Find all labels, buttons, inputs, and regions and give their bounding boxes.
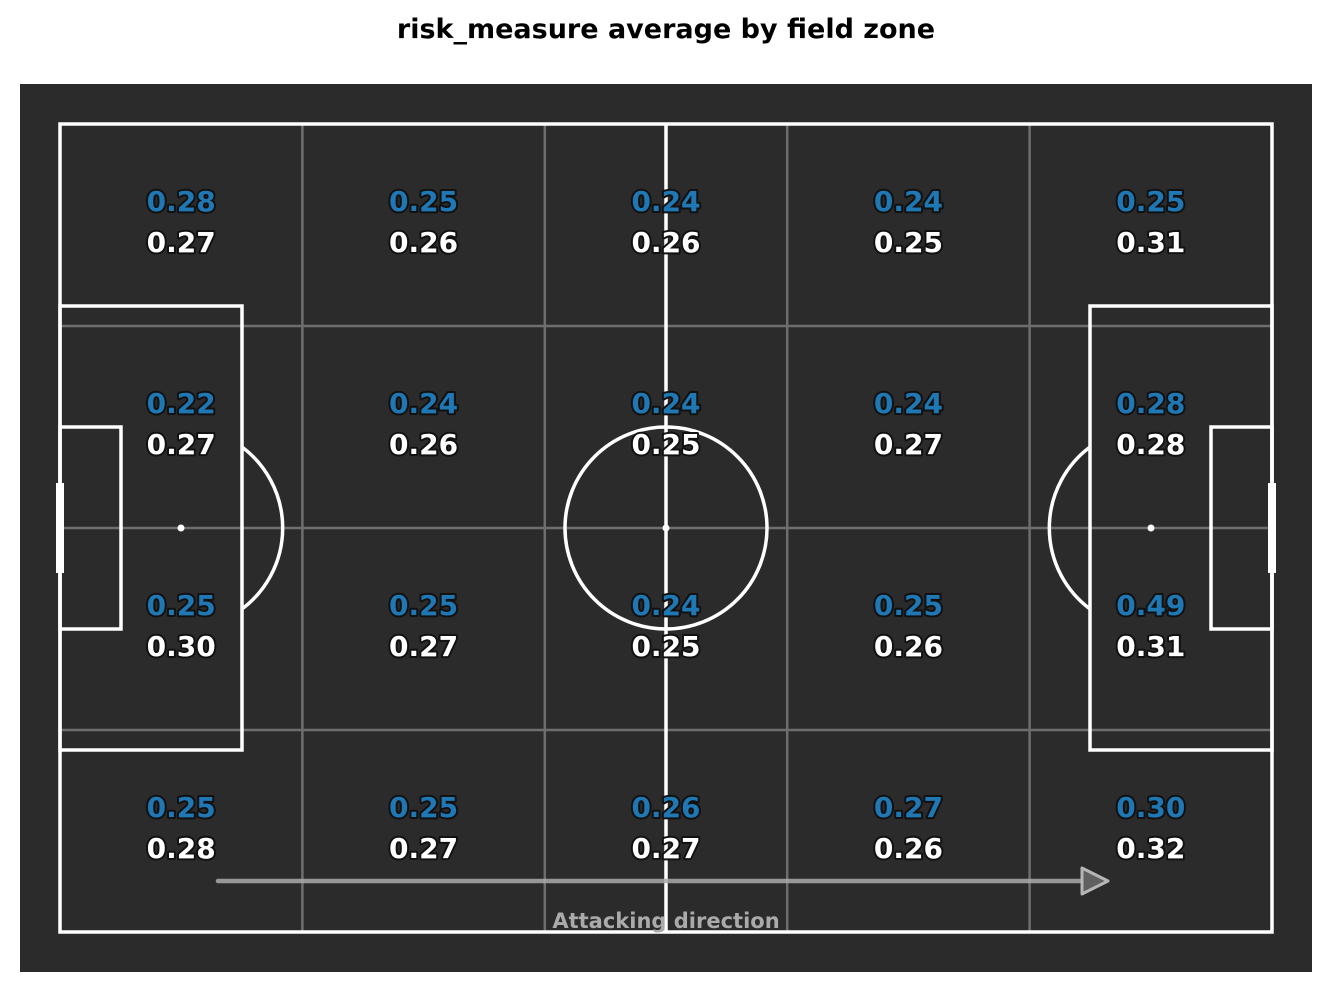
zone-value-secondary: 0.27 — [874, 428, 943, 461]
zone-value-primary: 0.25 — [147, 791, 216, 824]
left-penalty-arc — [240, 445, 285, 611]
zone-value-primary: 0.24 — [874, 185, 943, 218]
zone-value-secondary: 0.31 — [1116, 226, 1185, 259]
right-goal — [1268, 483, 1276, 573]
zone-value-primary: 0.25 — [874, 589, 943, 622]
zone-value-primary: 0.24 — [631, 387, 700, 420]
zone-value-primary: 0.24 — [389, 387, 458, 420]
zone-value-secondary: 0.26 — [389, 226, 458, 259]
zone-value-primary: 0.24 — [874, 387, 943, 420]
zone-value-secondary: 0.26 — [874, 832, 943, 865]
zone-value-secondary: 0.27 — [389, 832, 458, 865]
zone-value-primary: 0.25 — [147, 589, 216, 622]
zone-value-primary: 0.22 — [147, 387, 216, 420]
zone-value-secondary: 0.26 — [874, 630, 943, 663]
center-circle — [563, 425, 769, 631]
zone-value-primary: 0.49 — [1116, 589, 1185, 622]
zone-value-secondary: 0.30 — [147, 630, 216, 663]
zone-value-primary: 0.30 — [1116, 791, 1185, 824]
right-penalty-spot — [1147, 524, 1155, 532]
attacking-direction-label: Attacking direction — [552, 909, 779, 933]
zone-value-secondary: 0.25 — [631, 630, 700, 663]
zone-value-primary: 0.28 — [1116, 387, 1185, 420]
chart-title: risk_measure average by field zone — [396, 14, 936, 45]
zone-value-secondary: 0.26 — [631, 226, 700, 259]
zone-value-primary: 0.24 — [631, 185, 700, 218]
arrow-head — [1080, 866, 1110, 896]
left-penalty-spot — [177, 524, 185, 532]
zone-value-primary: 0.25 — [389, 185, 458, 218]
left-goal — [56, 483, 64, 573]
zone-value-primary: 0.28 — [147, 185, 216, 218]
zone-value-secondary: 0.27 — [147, 226, 216, 259]
zone-value-secondary: 0.25 — [631, 428, 700, 461]
zone-value-secondary: 0.27 — [631, 832, 700, 865]
center-spot — [662, 524, 670, 532]
attacking-direction-arrow — [215, 866, 1110, 896]
zone-value-primary: 0.26 — [631, 791, 700, 824]
zone-value-secondary: 0.27 — [389, 630, 458, 663]
zone-labels: 0.28 0.27 0.25 0.26 0.24 0.26 0.24 0.25 0.25 0.31… — [145, 183, 1188, 867]
zone-value-primary: 0.25 — [389, 791, 458, 824]
zone-value-secondary: 0.27 — [147, 428, 216, 461]
zone-value-primary: 0.27 — [874, 791, 943, 824]
pitch-spots — [56, 483, 1276, 573]
zone-value-secondary: 0.28 — [147, 832, 216, 865]
zone-value-primary: 0.24 — [631, 589, 700, 622]
zone-value-primary: 0.25 — [389, 589, 458, 622]
zone-value-secondary: 0.28 — [1116, 428, 1185, 461]
zone-value-secondary: 0.25 — [874, 226, 943, 259]
zone-value-secondary: 0.31 — [1116, 630, 1185, 663]
zone-value-primary: 0.25 — [1116, 185, 1185, 218]
zone-value-secondary: 0.32 — [1116, 832, 1185, 865]
zone-value-secondary: 0.26 — [389, 428, 458, 461]
right-penalty-arc — [1047, 445, 1092, 611]
